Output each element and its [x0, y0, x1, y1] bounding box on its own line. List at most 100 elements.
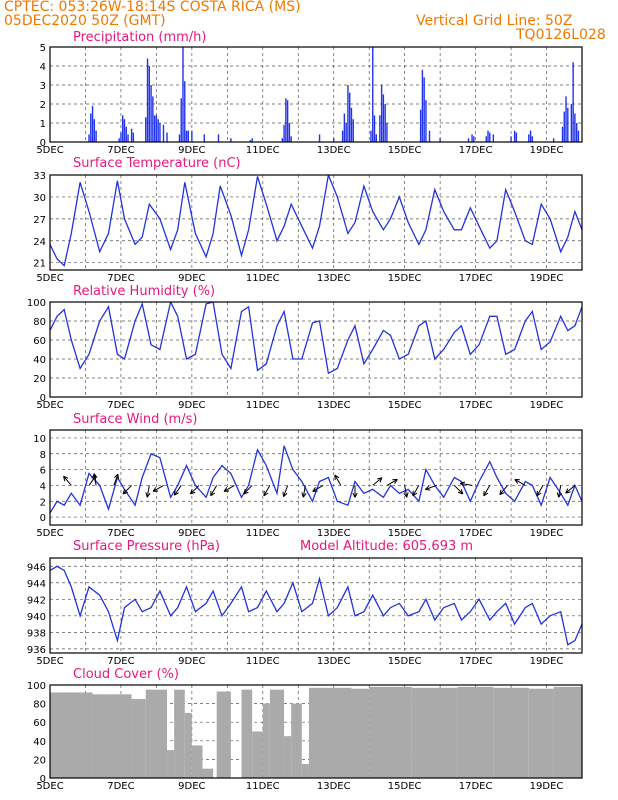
wind-ytick-label: 10 — [33, 434, 46, 445]
precip-bar — [347, 85, 349, 142]
precip-bar — [421, 69, 424, 142]
precip-bar — [467, 138, 470, 142]
cloud-bar — [369, 686, 412, 778]
wind-arrow — [334, 474, 342, 486]
wind-arrow — [146, 485, 150, 498]
header-right-line1: Vertical Grid Line: 50Z — [416, 13, 573, 29]
cloud-bar — [553, 686, 582, 778]
precip-bar — [286, 100, 289, 142]
precip-bar — [150, 85, 152, 142]
precip-bar — [373, 115, 376, 142]
cloud-ytick-label: 100 — [27, 681, 46, 692]
wind-arrow — [386, 478, 398, 486]
precip-bar — [178, 134, 181, 142]
cloud-bar — [528, 688, 554, 778]
wind-arrow — [302, 485, 306, 498]
precip-bar — [471, 134, 473, 142]
temp-xtick-label: 7DEC — [107, 273, 134, 284]
temp-xtick-label: 9DEC — [178, 273, 205, 284]
rh-xtick-label: 17DEC — [459, 400, 493, 411]
wind-ytick-label: 6 — [40, 466, 46, 477]
rh-ytick-label: 0 — [40, 393, 46, 404]
wind-arrow — [536, 485, 544, 497]
precip-bar — [487, 130, 489, 142]
temp-ytick-label: 33 — [33, 171, 46, 182]
wind-arrow — [152, 484, 164, 492]
precip-xtick-label: 9DEC — [178, 145, 205, 156]
rh-xtick-label: 7DEC — [107, 400, 134, 411]
precip-bar — [565, 96, 567, 142]
precip-bar — [148, 66, 151, 142]
cloud-bar — [301, 764, 309, 778]
cloud-ytick-label: 0 — [40, 774, 46, 785]
cloud-bar — [291, 703, 302, 778]
precip-xtick-label: 15DEC — [388, 145, 422, 156]
precip-bar — [285, 98, 287, 142]
cloud-xtick-label: 9DEC — [178, 781, 205, 792]
press-xtick-label: 15DEC — [388, 656, 422, 667]
cloud-xtick-label: 11DEC — [246, 781, 280, 792]
wind-xtick-label: 15DEC — [388, 528, 422, 539]
cloud-bar — [252, 731, 263, 778]
precip-bar — [182, 47, 184, 142]
precip-ytick-label: 1 — [40, 119, 46, 130]
rh-frame — [49, 301, 583, 398]
cloud-bar — [262, 703, 270, 778]
header-left-line1: CPTEC: 053:26W-18:14S COSTA RICA (MS) — [4, 0, 301, 15]
precip-bar — [561, 126, 564, 142]
wind-arrow — [173, 485, 182, 496]
rh-ytick-label: 60 — [33, 336, 46, 347]
wind-arrow — [565, 485, 576, 494]
cloud-bar — [284, 736, 292, 778]
cloud-xtick-label: 15DEC — [388, 781, 422, 792]
precip-bar — [515, 132, 518, 142]
precip-bar — [375, 134, 377, 142]
precip-ytick-label: 4 — [40, 62, 46, 73]
cloud-title: Cloud Cover (%) — [73, 667, 179, 682]
precip-bar — [380, 85, 383, 142]
cloud-xtick-label: 5DEC — [36, 781, 63, 792]
precip-bar — [127, 134, 129, 142]
wind-arrow-head — [173, 490, 179, 496]
wind-xtick-label: 7DEC — [107, 528, 134, 539]
wind-ytick-label: 0 — [40, 513, 46, 524]
precip-title: Precipitation (mm/h) — [73, 30, 207, 45]
wind-arrow-head — [376, 477, 383, 483]
wind-arrow-head — [459, 481, 466, 487]
wind-arrow — [283, 485, 289, 497]
precip-bar — [290, 136, 292, 142]
press-series-line — [50, 565, 582, 646]
wind-arrow — [93, 473, 97, 486]
precip-bar — [125, 126, 127, 142]
press-xtick-label: 17DEC — [459, 656, 493, 667]
press-plot-area — [50, 565, 582, 646]
precip-xtick-label: 19DEC — [530, 145, 564, 156]
temp-ytick-label: 30 — [33, 193, 46, 204]
cloud-bar — [167, 750, 175, 778]
precip-bar — [567, 107, 569, 142]
wind-arrow-head — [565, 488, 571, 494]
wind-xtick-label: 9DEC — [178, 528, 205, 539]
precip-bar — [473, 136, 475, 142]
rh-xtick-label: 9DEC — [178, 400, 205, 411]
wind-arrow — [425, 484, 437, 490]
precip-bar — [552, 138, 555, 142]
precip-xtick-label: 13DEC — [317, 145, 351, 156]
wind-arrow — [312, 484, 324, 492]
wind-arrow — [558, 485, 562, 498]
precip-bar — [386, 123, 388, 142]
cloud-bar — [202, 768, 214, 778]
precip-bar — [132, 132, 135, 142]
press-panel: 5DEC 7DEC 9DEC 11DEC 13DEC 15DEC 17DEC 19DEC 936… — [27, 557, 583, 667]
cloud-frame — [49, 684, 583, 779]
rh-ytick-label: 80 — [33, 317, 46, 328]
wind-arrow — [460, 482, 473, 486]
precip-bar — [230, 138, 232, 142]
precip-xtick-label: 17DEC — [459, 145, 493, 156]
wind-arrow-head — [210, 490, 216, 497]
wind-arrow-head — [312, 487, 318, 492]
precip-bar — [90, 113, 92, 142]
press-xtick-label: 13DEC — [317, 656, 351, 667]
precip-bar — [574, 113, 576, 142]
precip-bar — [439, 138, 441, 142]
